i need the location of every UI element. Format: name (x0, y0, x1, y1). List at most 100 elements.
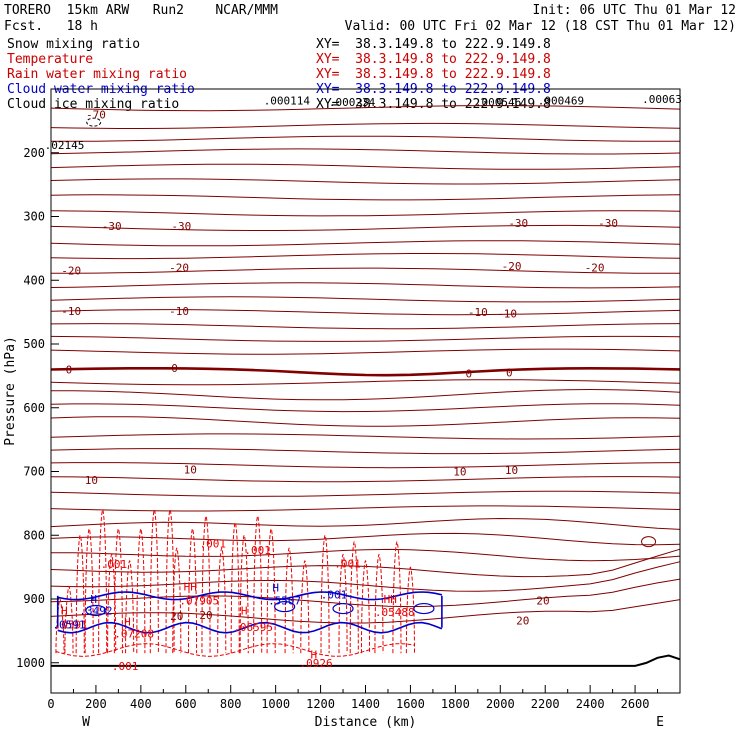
isotherm-line (50, 348, 681, 355)
isotherm-line (50, 253, 681, 260)
x-tick-label: 1800 (441, 697, 470, 711)
max-marker: HH (184, 580, 197, 593)
rain-contour-spike (300, 560, 310, 654)
rain-contour-spike (113, 528, 123, 654)
isotherm-line (50, 561, 681, 592)
isotherm-line (51, 388, 681, 401)
isotherm-label: 20 (516, 615, 529, 628)
west-end-label: W (82, 715, 90, 730)
x-tick-label: 0 (47, 697, 54, 711)
x-tick-label: 2600 (621, 697, 650, 711)
legend-snow-xy: XY= 38.3.149.8 to 222.9.149.8 (316, 37, 551, 52)
isotherm-line (50, 462, 681, 469)
rain-label: .06595 (233, 621, 273, 634)
rain-contour-spike (349, 541, 359, 654)
x-tick-label: 1400 (351, 697, 380, 711)
isotherm-label: 20 (199, 609, 212, 622)
max-marker: H (61, 604, 68, 617)
isotherm-line (50, 517, 681, 530)
isotherm-label: 10 (85, 474, 98, 487)
isotherm-line (50, 309, 681, 316)
rain-contour-spike (75, 534, 85, 654)
rain-contour-spike (284, 547, 294, 654)
cloud-core-contour (274, 601, 296, 613)
rain-contour-spike (172, 547, 182, 654)
isotherm-line (51, 267, 680, 274)
rain-label: .001 (101, 558, 128, 571)
ice-closed-contour (86, 117, 102, 127)
isotherm-label: 0 (466, 367, 473, 380)
rain-label: .0591 (55, 619, 88, 632)
isotherm-line (50, 476, 681, 483)
legend-rain-xy: XY= 38.3.149.8 to 222.9.149.8 (316, 67, 551, 82)
cloud-label: .3492 (79, 604, 112, 617)
x-tick-label: 400 (130, 697, 152, 711)
isotherm-label: 0 (171, 362, 178, 375)
rain-contour-spike (374, 553, 384, 654)
snow-label: .000469 (538, 94, 584, 107)
x-tick-label: 2400 (576, 697, 605, 711)
cloud-core-contour (85, 604, 107, 617)
rain-contour-spike (55, 598, 65, 654)
isotherm-line (50, 335, 681, 342)
rain-contour-spike (98, 509, 108, 654)
isotherm-line (50, 135, 681, 142)
snow-label: .000546 (475, 96, 521, 109)
isotherm-line (50, 122, 681, 129)
isotherm-line (50, 548, 681, 578)
cloud-water-contours (56, 591, 443, 634)
isotherm-line (50, 163, 681, 170)
isotherm-line (50, 210, 681, 217)
isotherm-label: -30 (171, 220, 191, 233)
isotherm-label: 0 (506, 367, 513, 380)
isotherm-label: 20 (170, 610, 183, 623)
x-tick-label: 200 (85, 697, 107, 711)
max-marker: H (124, 615, 131, 628)
y-tick-label: 400 (23, 273, 45, 287)
x-tick-label: 1600 (396, 697, 425, 711)
rain-label: .001 (244, 544, 271, 557)
rain-contour-spike (239, 534, 249, 654)
rain-contour-spike (253, 515, 263, 654)
isotherm-label: -20 (585, 262, 605, 275)
legend-cloud-ice-xy: XY= 38.3.149.8 to 222.9.149.8 (316, 97, 551, 112)
forecast-hour: Fcst. 18 h (4, 19, 98, 34)
isotherm-line (50, 578, 681, 608)
rain-contour-spike (64, 585, 74, 654)
rain-contour-spike (230, 521, 240, 654)
isotherm-line (50, 548, 681, 562)
isotherm-line (50, 224, 681, 231)
init-time: Init: 06 UTC Thu 01 Mar 12 (532, 3, 737, 18)
y-tick-label: 600 (23, 401, 45, 415)
snow-label: .00063 (642, 93, 682, 106)
isotherm-label: -10 (468, 306, 488, 319)
x-tick-label: 600 (175, 697, 197, 711)
isotherm-line (50, 194, 681, 201)
isotherm-label: -30 (102, 220, 122, 233)
isotherm-line (50, 178, 681, 185)
x-tick-label: 1000 (261, 697, 290, 711)
legend-rain: Rain water mixing ratio (7, 67, 188, 82)
isotherm-label: -10 (169, 305, 189, 318)
x-tick-label: 1200 (306, 697, 335, 711)
y-tick-label: 500 (23, 337, 45, 351)
isotherm-line (50, 105, 681, 112)
isotherm-line (50, 148, 681, 155)
y-tick-label: 900 (23, 592, 45, 606)
isotherm-label: 10 (453, 466, 466, 479)
y-tick-label: 800 (23, 528, 45, 542)
isotherm-line (50, 532, 681, 546)
cloud-top-contour (57, 591, 443, 601)
isotherm-label: 20 (536, 594, 549, 607)
rain-contour-spike (107, 553, 117, 654)
rain-contour-spike (136, 528, 146, 654)
rain-label: .001 (112, 660, 139, 673)
isotherm-line (50, 448, 681, 455)
isotherm-label: 0 (66, 364, 73, 377)
isotherm-label: -10 (61, 305, 81, 318)
isotherm-line (50, 490, 681, 497)
plot-frame (50, 88, 681, 694)
freezing-level-line (50, 366, 681, 377)
isotherm-line (50, 282, 681, 289)
